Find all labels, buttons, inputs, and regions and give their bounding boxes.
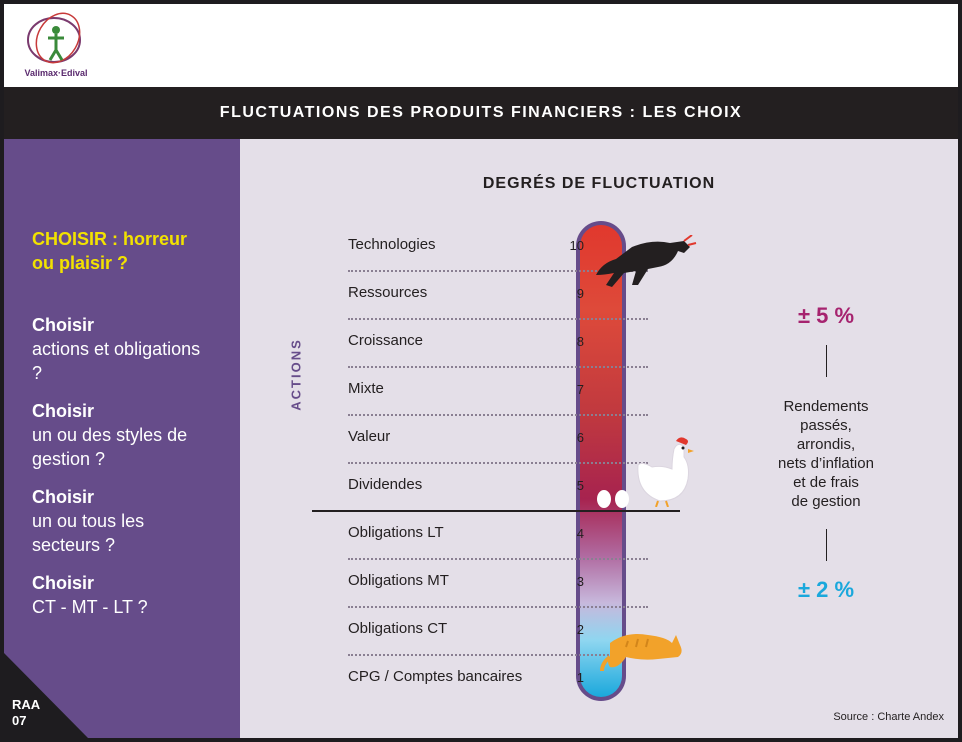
- code-line: 07: [12, 713, 27, 728]
- source-note: Source : Charte Andex: [833, 711, 944, 723]
- dotted-separator: [348, 654, 648, 656]
- eggs-icon: [597, 490, 629, 508]
- scale-number: 4: [576, 526, 584, 541]
- scale-label: Mixte: [348, 380, 384, 397]
- thermometer-gradient: [580, 225, 622, 697]
- hen-icon: [637, 437, 694, 507]
- scale-label: Ressources: [348, 284, 428, 301]
- dotted-separator: [348, 366, 648, 368]
- logo-text: Valimax·Edival: [24, 68, 88, 78]
- actions-obligations-divider: [312, 510, 680, 512]
- dotted-separator: [348, 462, 648, 464]
- note-line: et de frais: [793, 474, 859, 491]
- page-title: FLUCTUATIONS DES PRODUITS FINANCIERS : L…: [4, 87, 958, 139]
- question-text: un ou tous les secteurs ?: [32, 511, 145, 555]
- scale-row: CPG / Comptes bancaires 1: [348, 668, 584, 716]
- scale-number: 1: [576, 670, 584, 685]
- fluctuation-panel: DEGRÉS DE FLUCTUATION ACTIONS Technologi…: [240, 139, 958, 738]
- scale-label: Valeur: [348, 428, 391, 445]
- scale-number: 9: [576, 286, 584, 301]
- rendements-note: Rendements passés, arrondis, nets d’infl…: [756, 397, 896, 511]
- valimax-logo: Valimax·Edival: [18, 12, 94, 84]
- scale-label: Dividendes: [348, 476, 423, 493]
- dotted-separator: [348, 318, 648, 320]
- question-styles-gestion: Choisir un ou des styles de gestion ?: [32, 399, 212, 471]
- dotted-separator: [348, 606, 648, 608]
- dotted-separator: [348, 270, 648, 272]
- corner-triangle: [4, 653, 88, 738]
- connector-line: [826, 529, 827, 561]
- scale-number: 3: [576, 574, 584, 589]
- actions-label: ACTIONS: [288, 338, 304, 411]
- question-title: Choisir: [32, 401, 95, 421]
- question-title: Choisir: [32, 315, 95, 335]
- connector-line: [826, 345, 827, 377]
- scale-number: 2: [576, 622, 584, 637]
- return-low: ± 2 %: [797, 577, 855, 602]
- scale-label: Obligations CT: [348, 620, 448, 637]
- scale-row: Dividendes 5: [348, 476, 584, 524]
- dotted-separator: [348, 558, 648, 560]
- scale-number: 6: [576, 430, 584, 445]
- question-secteurs: Choisir un ou tous les secteurs ?: [32, 485, 182, 557]
- note-line: nets d’inflation: [778, 455, 874, 472]
- question-text: actions et obligations ?: [32, 339, 201, 383]
- scale-row: Valeur 6: [348, 428, 584, 476]
- scale-label: Obligations LT: [348, 524, 444, 541]
- note-line: Rendements: [783, 398, 869, 415]
- dotted-separator: [348, 414, 648, 416]
- logo-figure-icon: [27, 12, 81, 64]
- scale-label: Obligations MT: [348, 572, 449, 589]
- scale-row: Ressources 9: [348, 284, 584, 332]
- scale-label: Technologies: [348, 236, 436, 253]
- scale-number: 5: [576, 478, 584, 493]
- scale-label: Croissance: [348, 332, 424, 349]
- scale-label: CPG / Comptes bancaires: [348, 668, 523, 685]
- question-text: un ou des styles de gestion ?: [32, 425, 188, 469]
- cat-icon: [600, 634, 682, 672]
- note-line: arrondis,: [796, 436, 856, 453]
- note-line: de gestion: [791, 493, 861, 510]
- document-code: RAA 07: [12, 697, 40, 729]
- bull-icon: [596, 235, 697, 287]
- scale-row: Technologies 10: [348, 236, 584, 284]
- return-high: ± 5 %: [797, 303, 855, 328]
- scale-row: Obligations LT 4: [348, 524, 584, 572]
- scale-number: 10: [569, 238, 584, 253]
- scale-row: Obligations CT 2: [348, 620, 584, 668]
- question-text: CT - MT - LT ?: [32, 597, 148, 617]
- scale-row: Obligations MT 3: [348, 572, 584, 620]
- note-line: passés,: [800, 417, 852, 434]
- question-actions-obligations: Choisir actions et obligations ?: [32, 313, 212, 385]
- panel-heading: DEGRÉS DE FLUCTUATION: [482, 175, 716, 192]
- scale-number: 8: [576, 334, 584, 349]
- scale-row: Mixte 7: [348, 380, 584, 428]
- question-title: Choisir: [32, 487, 95, 507]
- header: Valimax·Edival: [4, 4, 958, 87]
- infographic: Valimax·Edival FLUCTUATIONS DES PRODUITS…: [4, 4, 958, 738]
- question-title: Choisir: [32, 573, 95, 593]
- question-horreur-plaisir: CHOISIR : horreur ou plaisir ?: [32, 229, 188, 273]
- sidebar: CHOISIR : horreur ou plaisir ? Choisir a…: [4, 139, 240, 738]
- scale-number: 7: [576, 382, 584, 397]
- scale-row: Croissance 8: [348, 332, 584, 380]
- question-ct-mt-lt: Choisir CT - MT - LT ?: [32, 571, 212, 619]
- code-line: RAA: [12, 697, 41, 712]
